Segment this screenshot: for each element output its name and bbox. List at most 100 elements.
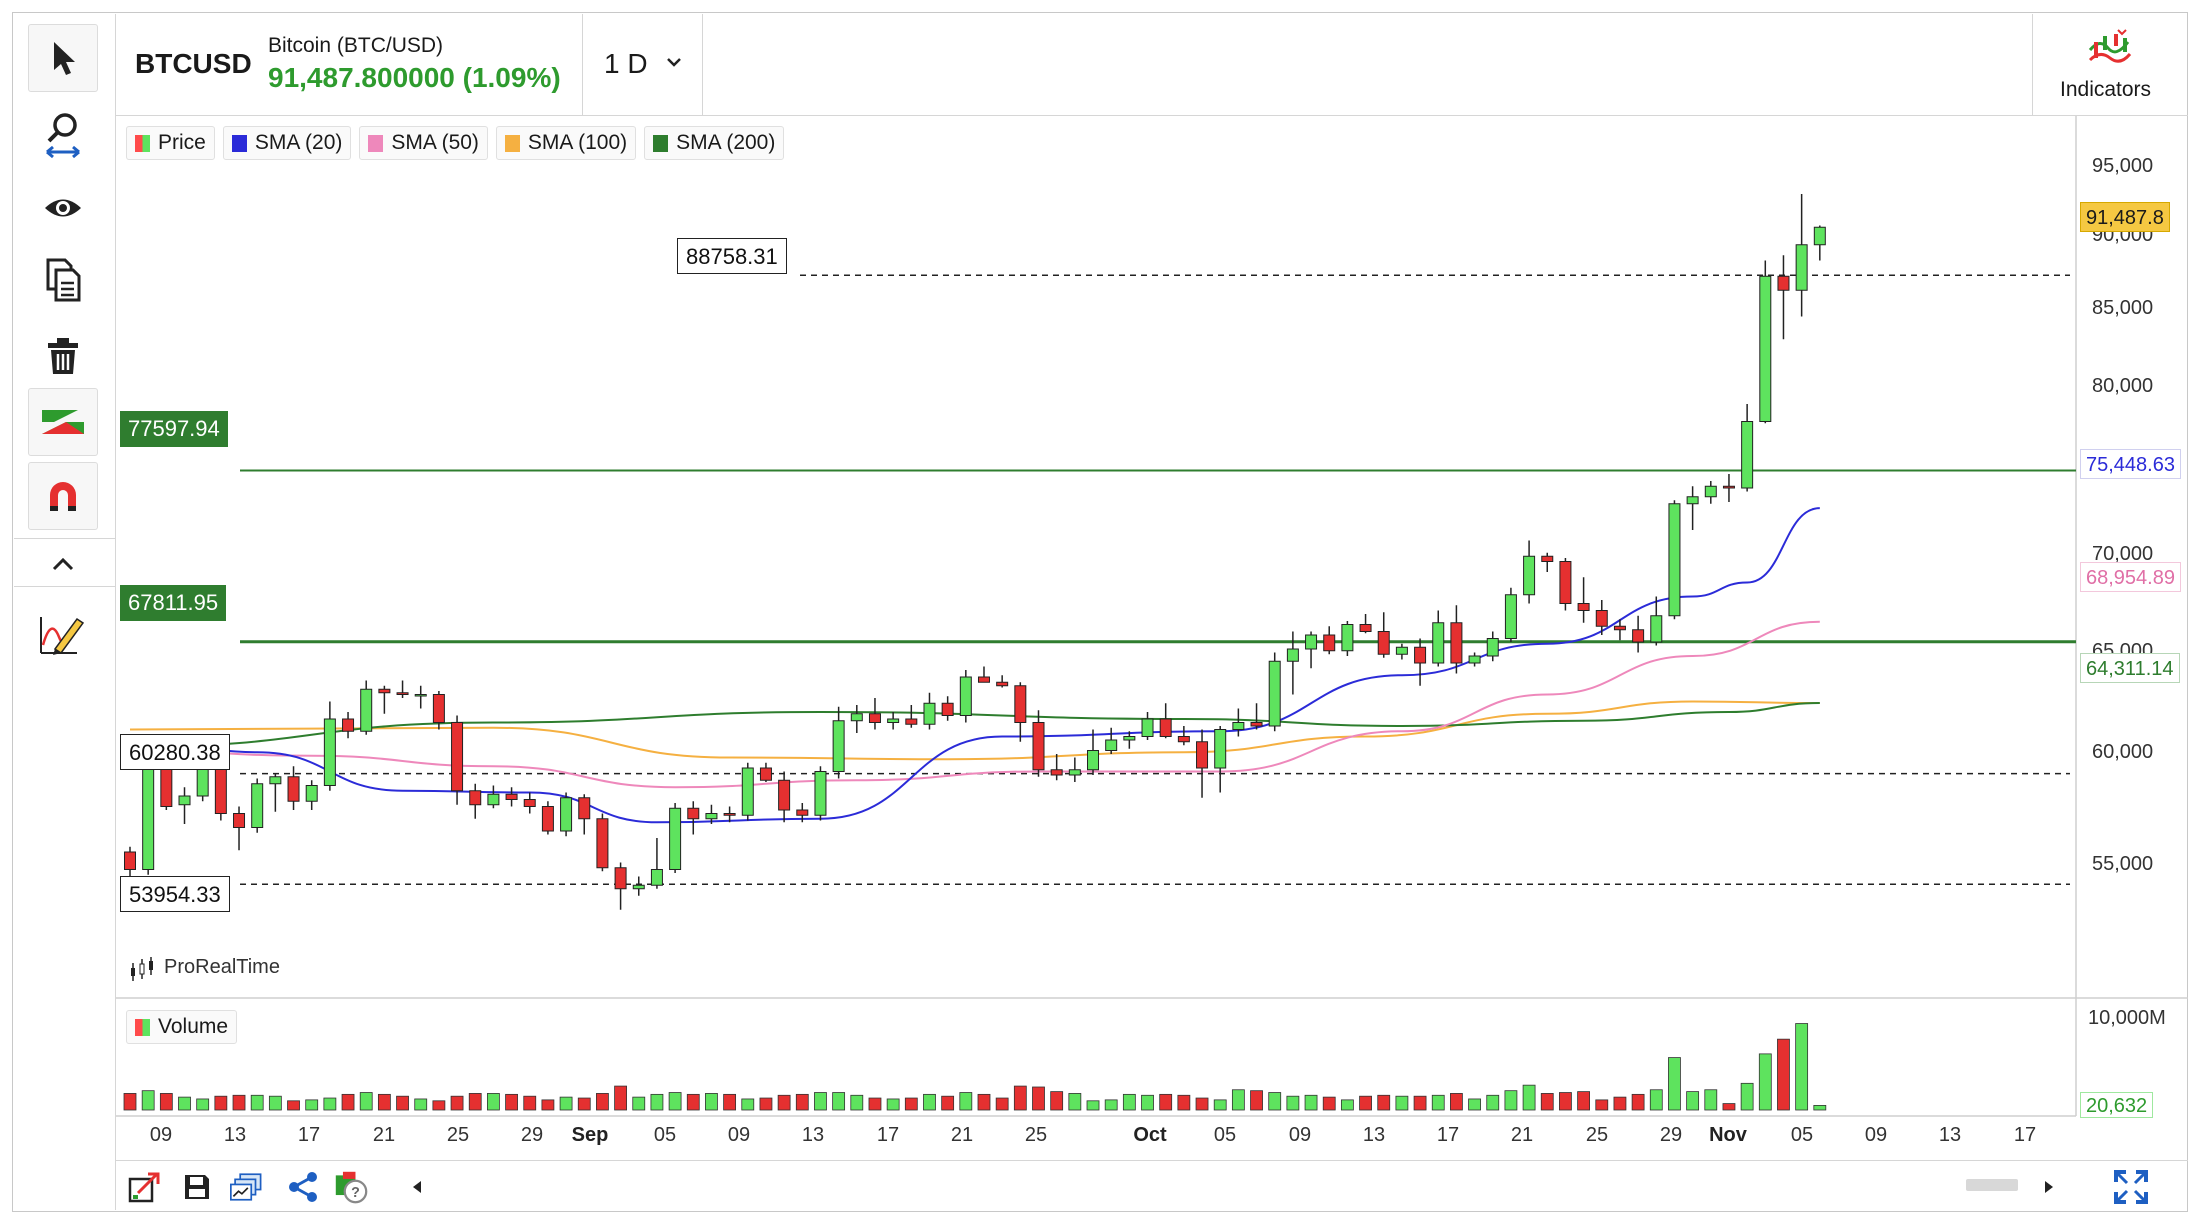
volume-bar xyxy=(523,1095,537,1111)
save-icon[interactable] xyxy=(180,1170,214,1204)
legend-sma50[interactable]: SMA (50) xyxy=(359,126,488,160)
candle-up xyxy=(360,688,373,732)
visibility-tool-button[interactable] xyxy=(28,174,98,242)
volume-bar xyxy=(614,1085,627,1111)
volume-bar xyxy=(468,1093,482,1111)
volume-bar xyxy=(777,1094,791,1111)
legend-sma50-label: SMA (50) xyxy=(391,131,479,154)
candle-down xyxy=(1541,555,1554,562)
sma100-swatch xyxy=(504,134,520,152)
scroll-right-icon[interactable] xyxy=(2032,1170,2066,1204)
timeframe-select[interactable]: 1 D xyxy=(604,48,648,79)
magnet-icon xyxy=(44,477,82,515)
scrollbar-thumb[interactable] xyxy=(1966,1179,2018,1191)
layouts-icon[interactable] xyxy=(230,1170,264,1204)
trend-tool-button[interactable] xyxy=(28,388,98,456)
level-label-mid[interactable]: 60280.38 xyxy=(120,734,230,770)
volume-bar xyxy=(904,1097,918,1111)
x-tick: 13 xyxy=(223,1124,247,1146)
level-label-upper[interactable]: 88758.31 xyxy=(677,238,787,274)
volume-bar xyxy=(1431,1094,1445,1111)
legend-price[interactable]: Price xyxy=(126,126,215,160)
x-tick: 17 xyxy=(2013,1124,2037,1146)
volume-legend[interactable]: Volume xyxy=(126,1010,238,1044)
help-icon[interactable]: ? xyxy=(334,1170,368,1204)
volume-bar xyxy=(1577,1091,1590,1111)
candle-up xyxy=(1468,655,1481,664)
pointer-tool-button[interactable] xyxy=(28,24,98,92)
draw-tool-button[interactable] xyxy=(28,600,98,668)
delete-tool-button[interactable] xyxy=(28,322,98,390)
volume-bar xyxy=(977,1093,991,1111)
x-tick: 29 xyxy=(520,1124,544,1146)
candle-down xyxy=(233,813,246,828)
candle-down xyxy=(342,718,355,732)
volume-bar xyxy=(1340,1099,1354,1111)
volume-bar xyxy=(1668,1057,1681,1111)
volume-bar xyxy=(432,1100,446,1111)
volume-bar xyxy=(814,1092,827,1111)
last-price-change: 91,487.800000 (1.09%) xyxy=(268,62,561,93)
candle-up xyxy=(1268,660,1281,727)
export-icon[interactable] xyxy=(128,1170,162,1204)
candle-down xyxy=(614,867,627,890)
x-tick: 21 xyxy=(372,1124,396,1146)
volume-bar xyxy=(759,1097,773,1111)
candle-up xyxy=(632,884,645,890)
volume-bar xyxy=(632,1096,646,1111)
indicators-button[interactable] xyxy=(2032,14,2188,116)
candle-down xyxy=(396,692,409,695)
legend-sma100[interactable]: SMA (100) xyxy=(495,126,637,160)
x-tick: Nov xyxy=(1709,1124,1747,1146)
volume-bar xyxy=(1086,1100,1100,1111)
candle-up xyxy=(850,713,863,722)
collapse-toolbar-button[interactable] xyxy=(28,544,98,584)
candle-up xyxy=(923,702,936,725)
x-tick: 05 xyxy=(653,1124,677,1146)
candle-up xyxy=(1141,718,1154,737)
candle-up xyxy=(669,807,682,870)
x-tick: 09 xyxy=(149,1124,173,1146)
volume-bar xyxy=(1486,1094,1500,1111)
chevron-down-icon[interactable] xyxy=(666,52,682,73)
legend-sma20[interactable]: SMA (20) xyxy=(222,126,352,160)
candle-up xyxy=(814,771,827,816)
magnet-tool-button[interactable] xyxy=(28,462,98,530)
legend-sma200[interactable]: SMA (200) xyxy=(644,126,785,160)
legend-sma20-label: SMA (20) xyxy=(254,131,343,154)
volume-bar xyxy=(559,1096,573,1111)
volume-bar xyxy=(250,1094,264,1111)
candle-down xyxy=(378,688,391,694)
symbol-ticker[interactable]: BTCUSD xyxy=(135,48,252,79)
volume-bar xyxy=(886,1098,900,1111)
x-tick: 09 xyxy=(1288,1124,1312,1146)
x-tick: 25 xyxy=(1585,1124,1609,1146)
volume-bar xyxy=(178,1096,191,1111)
level-label-lower[interactable]: 53954.33 xyxy=(120,876,230,912)
volume-last-tag: 20,632 xyxy=(2080,1092,2154,1118)
fullscreen-icon[interactable] xyxy=(2114,1170,2148,1204)
volume-bar xyxy=(1159,1093,1173,1111)
candle-up xyxy=(1232,722,1245,730)
zoom-tool-button[interactable] xyxy=(28,100,98,168)
candle-down xyxy=(759,767,772,781)
copy-document-icon xyxy=(43,257,83,303)
level-label-support[interactable]: 67811.95 xyxy=(120,585,227,621)
volume-bar xyxy=(486,1093,500,1111)
scroll-left-icon[interactable] xyxy=(400,1170,434,1204)
candle-down xyxy=(505,793,518,800)
trash-icon xyxy=(45,336,81,376)
sma50-line xyxy=(129,620,1820,789)
y-tick: 55,000 xyxy=(2092,853,2154,875)
volume-bar xyxy=(1813,1105,1827,1111)
share-icon[interactable] xyxy=(286,1170,320,1204)
copy-tool-button[interactable] xyxy=(28,246,98,314)
legend-sma200-label: SMA (200) xyxy=(676,131,776,154)
brand-watermark: ProRealTime xyxy=(164,956,280,978)
sma50-value-tag: 68,954.89 xyxy=(2080,562,2181,592)
volume-bar xyxy=(1450,1093,1463,1111)
candle-down xyxy=(541,806,554,832)
volume-bar xyxy=(505,1093,518,1111)
level-label-resistance[interactable]: 77597.94 xyxy=(120,411,228,447)
